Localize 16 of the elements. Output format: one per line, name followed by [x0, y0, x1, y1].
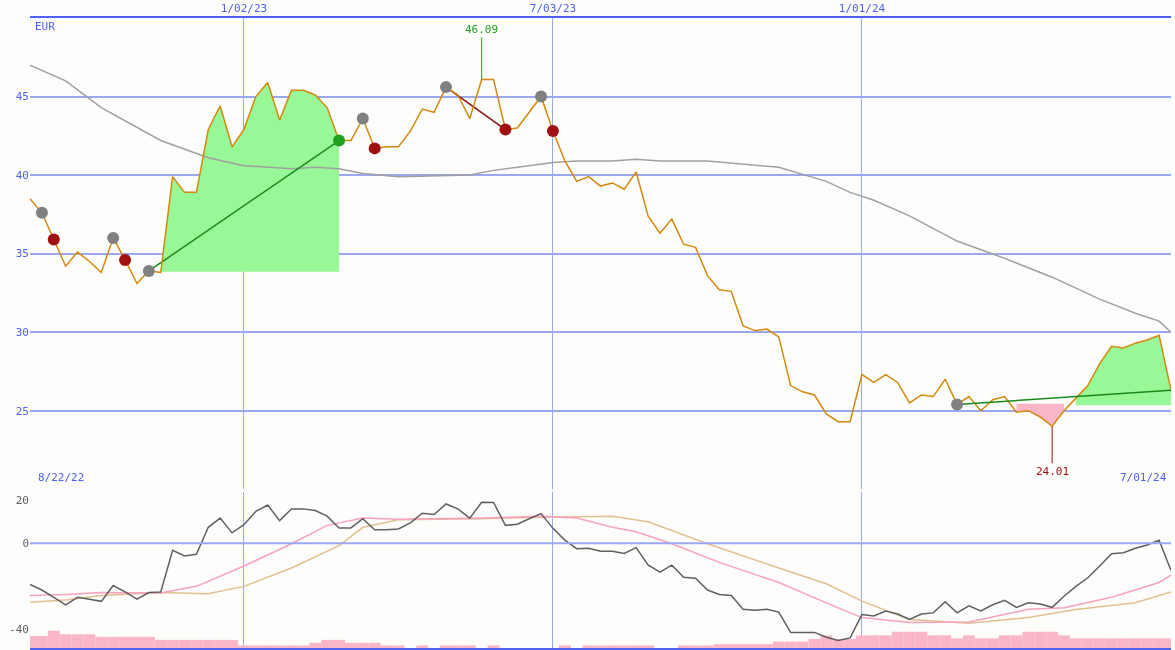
y-tick-label: -40 — [9, 622, 29, 636]
y-tick-label: 30 — [15, 326, 29, 340]
annotation: 24.01 — [1036, 465, 1070, 478]
y-axis-title: EUR — [35, 20, 56, 33]
y-tick-label: 20 — [15, 494, 29, 508]
annotation: 8/22/22 — [38, 471, 85, 484]
y-tick-label: 45 — [15, 90, 29, 104]
x-tick-label: 1/02/23 — [220, 1, 268, 15]
annotation: 7/01/24 — [1120, 471, 1167, 484]
x-tick-label: 7/03/23 — [529, 1, 577, 15]
annotation: 46.09 — [465, 23, 499, 36]
y-tick-label: 0 — [22, 536, 29, 550]
y-tick-label: 40 — [15, 168, 29, 182]
y-tick-label: 25 — [15, 404, 29, 418]
y-tick-label: 35 — [15, 247, 29, 261]
x-tick-label: 1/01/24 — [838, 1, 886, 15]
